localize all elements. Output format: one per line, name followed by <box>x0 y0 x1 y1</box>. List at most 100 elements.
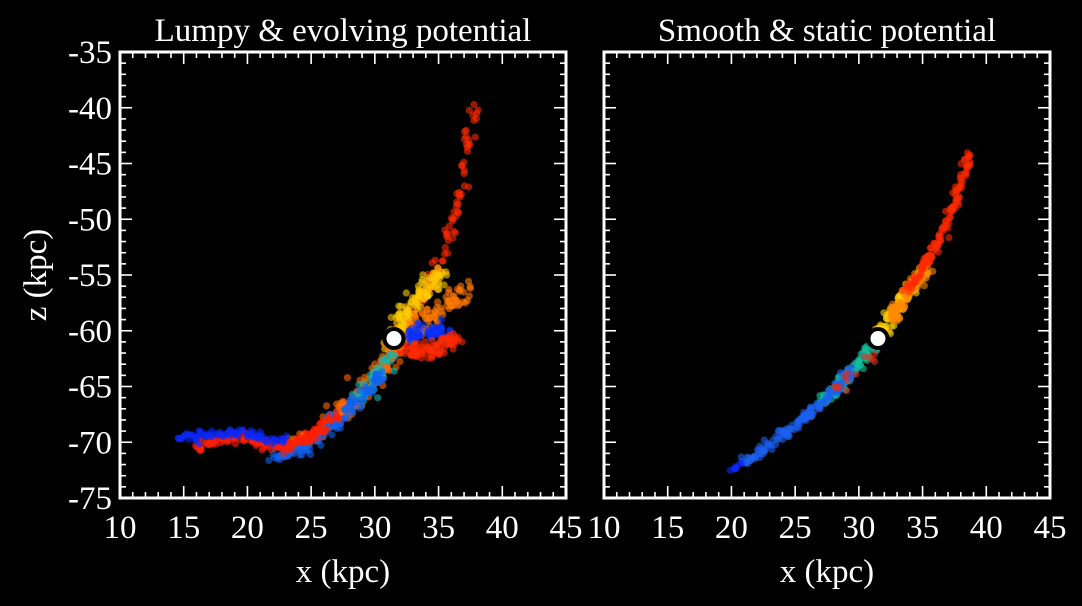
y-tick-label: -35 <box>68 35 112 71</box>
stream-particle <box>860 352 868 361</box>
stream-particle <box>466 141 474 149</box>
stream-particle <box>456 286 464 294</box>
x-tick-label: 35 <box>422 510 455 546</box>
stream-particle <box>441 226 449 234</box>
progenitor-marker <box>866 327 890 351</box>
stream-particle <box>359 394 367 402</box>
stream-particle <box>870 350 879 358</box>
plot-frame <box>602 50 1052 500</box>
plot-area <box>602 50 1052 500</box>
stream-particle <box>824 396 832 404</box>
stream-particle <box>911 277 919 285</box>
stream-particle <box>315 420 323 429</box>
stream-particle <box>807 412 815 420</box>
stream-particle <box>411 313 419 321</box>
x-tick-label: 25 <box>779 510 812 546</box>
stream-particle <box>325 413 333 421</box>
panel-lumpy-evolving: Lumpy & evolving potential 10 15 20 25 30 35 4… <box>18 13 583 590</box>
stream-particle <box>397 302 405 310</box>
x-axis-label: x (kpc) <box>296 554 390 590</box>
stream-particle <box>341 414 349 422</box>
stream-particle <box>372 370 380 378</box>
stream-particle <box>456 193 464 201</box>
panel-title: Lumpy & evolving potential <box>155 13 532 49</box>
stream-particle <box>414 325 422 333</box>
x-tick-labels: 10 15 20 25 30 35 40 45 <box>588 510 1067 546</box>
stream-particle <box>957 179 965 187</box>
stream-particle <box>843 387 851 395</box>
stream-particle <box>843 370 851 378</box>
stream-particle <box>428 259 436 267</box>
stream-particle <box>769 436 777 444</box>
stream-particle <box>298 435 306 443</box>
x-tick-label: 35 <box>906 510 939 546</box>
x-tick-label: 20 <box>231 510 264 546</box>
stream-particle <box>465 106 473 114</box>
stream-particle <box>876 321 885 329</box>
stream-particle <box>962 171 970 180</box>
stream-particle <box>893 306 901 314</box>
stream-particles <box>726 149 974 474</box>
stream-particle <box>313 434 321 442</box>
stream-particle <box>922 274 930 282</box>
panel-title: Smooth & static potential <box>658 13 996 49</box>
x-tick-label: 40 <box>486 510 519 546</box>
y-tick-label: -70 <box>68 425 112 461</box>
y-tick-label: -75 <box>68 481 112 517</box>
stream-particle <box>458 161 466 169</box>
stream-particle <box>957 160 965 168</box>
stream-particle <box>472 114 480 123</box>
stream-particle <box>332 414 340 422</box>
stream-particle <box>417 287 425 295</box>
stream-particle <box>899 305 908 313</box>
stream-particle <box>465 183 473 191</box>
stream-particle <box>432 309 440 317</box>
stream-track-trailing-tip <box>726 459 746 474</box>
stream-particle <box>292 435 300 443</box>
stream-particle <box>764 441 772 449</box>
stream-particle <box>444 249 452 257</box>
stream-particle <box>383 364 392 372</box>
stream-particle <box>941 223 949 231</box>
stream-particle <box>471 133 479 141</box>
stream-particle <box>965 153 973 161</box>
stream-particle <box>374 394 382 402</box>
x-tick-label: 45 <box>1034 510 1067 546</box>
stream-particle <box>423 292 431 300</box>
stream-particle <box>207 431 215 439</box>
stream-particle <box>736 460 744 468</box>
stream-particle <box>436 304 444 312</box>
plot-area <box>118 50 568 500</box>
y-tick-labels: -35 -40 -45 -50 -55 -60 -65 -70 -75 <box>68 35 112 517</box>
plot-background <box>604 52 1050 498</box>
stream-particle <box>310 425 318 433</box>
stream-particle <box>843 376 851 385</box>
progenitor-point <box>382 327 406 351</box>
stream-particle <box>206 439 214 447</box>
stream-particle <box>445 285 453 294</box>
stream-particle <box>435 285 443 293</box>
stream-particle <box>404 307 412 315</box>
stream-particle <box>799 414 808 422</box>
x-tick-label: 45 <box>550 510 583 546</box>
stream-particle <box>920 254 928 262</box>
stream-particle <box>882 322 890 330</box>
stream-particle <box>452 202 461 210</box>
stream-particle <box>775 434 783 443</box>
stream-particle <box>328 431 336 439</box>
stream-particle <box>898 287 906 295</box>
x-tick-label: 10 <box>588 510 621 546</box>
stream-particle <box>465 292 473 300</box>
stream-particle <box>413 300 421 308</box>
stream-particle <box>458 338 466 346</box>
stream-particle <box>946 206 954 214</box>
stream-particle <box>785 432 793 440</box>
stream-particle <box>452 212 460 220</box>
stream-particle <box>423 314 431 322</box>
stream-particle <box>307 431 316 439</box>
stream-particle <box>783 425 791 433</box>
stream-particle <box>353 396 361 404</box>
stream-particle <box>411 340 419 348</box>
stream-particle <box>446 340 454 348</box>
